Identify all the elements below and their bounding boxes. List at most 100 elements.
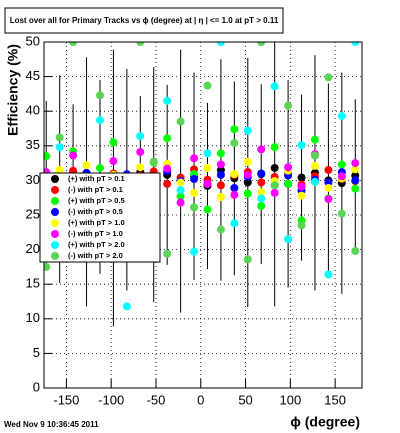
data-point [203,81,212,90]
data-point [310,151,319,160]
legend-label: (-) with pT > 2.0 [68,251,123,260]
data-point [176,186,185,195]
legend-label: (-) with pT > 1.0 [68,229,123,238]
data-point [216,160,225,169]
data-point [230,125,239,134]
data-point [216,225,225,234]
data-point [257,145,266,154]
data-point [163,179,172,188]
data-point [230,184,239,193]
data-point [216,42,225,46]
x-tick-label: 50 [238,392,252,407]
data-point [324,195,333,204]
data-point [203,205,212,214]
data-point [69,42,78,46]
data-point [284,163,293,172]
data-point [243,255,252,264]
data-point [163,96,172,105]
legend-label: (+) with pT > 1.0 [68,218,125,227]
data-point [203,179,212,188]
data-point [243,126,252,135]
data-point [243,189,252,198]
legend-marker [51,175,59,183]
legend-marker [51,208,59,216]
data-point [324,178,333,187]
data-point [270,163,279,172]
data-point [69,151,78,160]
data-point [270,181,279,190]
data-point [163,164,172,173]
title-box [4,7,284,34]
data-point [230,170,239,179]
data-point [297,173,306,182]
data-point [337,112,346,121]
data-point [257,169,266,178]
data-point [257,178,266,187]
data-point [351,246,360,255]
legend-box [39,172,161,263]
data-point [44,262,51,271]
data-point [190,188,199,197]
data-point [337,209,346,218]
legend: (+) with pT > 0.1 (-) with pT > 0.1 (+) wi… [39,172,161,263]
legend-marker [51,197,59,205]
y-tick-label: 50 [26,33,40,48]
data-point [176,198,185,207]
data-point [190,247,199,256]
data-point [270,188,279,197]
data-point [243,157,252,166]
data-point [257,42,266,46]
data-point [324,73,333,82]
data-point [190,203,199,212]
data-point [270,82,279,91]
data-point [337,172,346,181]
data-point [216,181,225,190]
x-tick-label: 0 [197,392,204,407]
data-point [55,166,64,175]
data-point [176,178,185,187]
data-point [149,157,158,166]
y-tick-label: 0 [33,379,40,394]
data-point [284,179,293,188]
x-axis-label: ϕ (degree) [290,414,360,430]
data-point [176,192,185,201]
data-point [136,163,145,172]
y-tick-label: 5 [33,345,40,360]
data-point [176,117,185,126]
legend-marker [51,241,59,249]
data-point [230,139,239,148]
data-point [55,133,64,142]
data-point [82,161,91,170]
data-point [109,157,118,166]
legend-label: (-) with pT > 0.5 [68,207,123,216]
x-tick-label: -50 [147,392,166,407]
data-point [243,178,252,187]
data-point [216,193,225,202]
data-point [122,302,131,311]
data-point [44,152,51,161]
data-point [297,191,306,200]
y-tick-label: 15 [26,276,40,291]
data-point [351,176,360,185]
data-point [284,235,293,244]
x-tick-label: 100 [279,392,301,407]
data-point [163,249,172,258]
axes: 0 5 10 15 20 25 30 35 40 45 50 -150 -100 -50 0 50 100 150 [26,33,363,407]
x-tick-label: -150 [53,392,79,407]
data-point [337,160,346,169]
y-tick-label: 30 [26,172,40,187]
data-point [230,219,239,228]
data-point [55,143,64,152]
data-point [190,175,199,184]
data-point [284,101,293,110]
data-point [257,202,266,211]
data-point [310,177,319,186]
y-tick-label: 40 [26,103,40,118]
data-point [109,138,118,147]
y-tick-label: 45 [26,68,40,83]
data-point [310,135,319,144]
footer: Wed Nov 9 10:36:45 2011 [4,420,99,429]
legend-marker [51,186,59,194]
x-tick-label: -100 [98,392,124,407]
data-point [324,166,333,175]
